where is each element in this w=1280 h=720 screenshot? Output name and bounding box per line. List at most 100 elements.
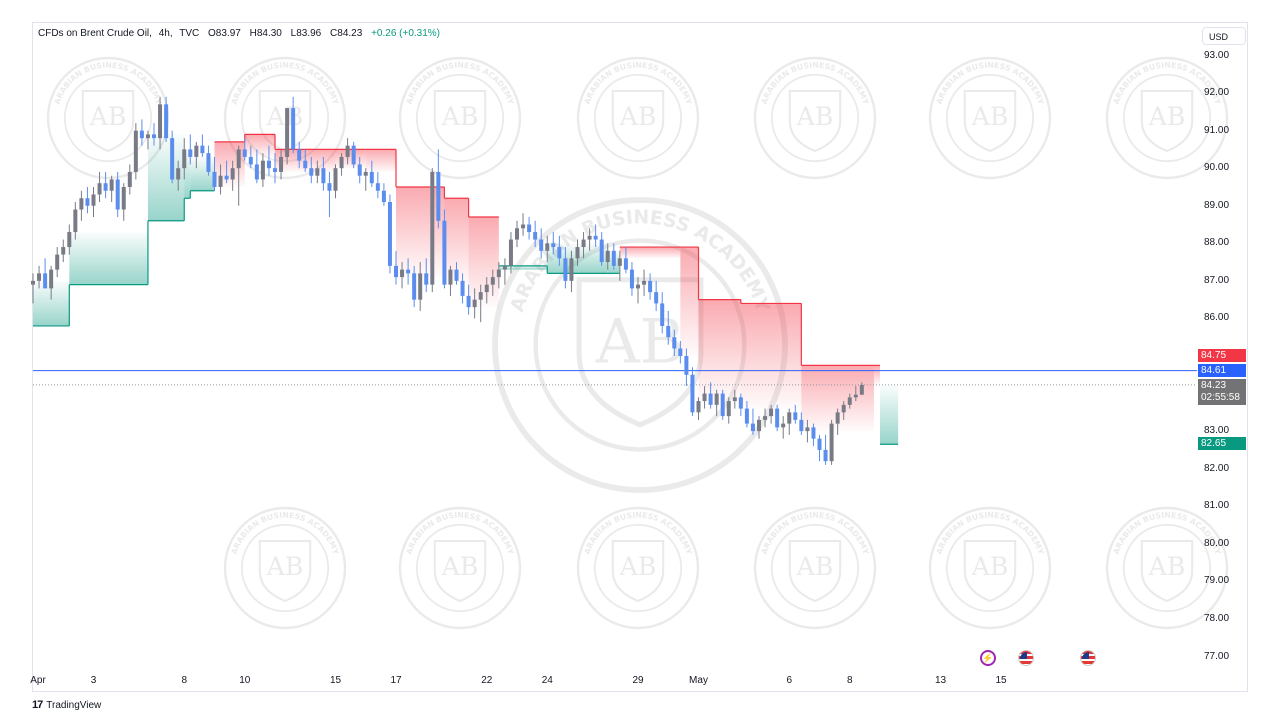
candle-body[interactable] [678,348,683,356]
candle-body[interactable] [31,280,35,285]
candle-body[interactable] [170,138,175,180]
us-flag-icon[interactable] [1080,650,1096,666]
candle-body[interactable] [521,224,526,229]
candle-body[interactable] [775,408,780,428]
candle-body[interactable] [690,374,695,413]
candle-body[interactable] [448,269,453,285]
candle-body[interactable] [672,337,677,349]
candle-body[interactable] [466,295,471,308]
candle-body[interactable] [242,149,247,157]
candle-body[interactable] [684,356,689,375]
candle-body[interactable] [605,250,610,263]
candle-body[interactable] [97,183,102,195]
candle-body[interactable] [387,201,392,266]
candle-body[interactable] [109,179,114,191]
candle-body[interactable] [787,412,792,424]
candle-body[interactable] [164,104,169,139]
candle-body[interactable] [121,186,126,210]
candle-body[interactable] [266,160,271,169]
candle-body[interactable] [757,419,761,432]
candle-body[interactable] [841,404,846,413]
candle-body[interactable] [55,254,60,270]
candle-body[interactable] [472,299,477,308]
candle-body[interactable] [563,258,568,281]
candle-body[interactable] [224,175,229,180]
candle-body[interactable] [793,412,798,420]
candle-body[interactable] [496,269,501,278]
candle-body[interactable] [654,292,659,304]
candle-body[interactable] [551,243,556,248]
candle-body[interactable] [666,325,671,338]
candle-body[interactable] [418,273,423,300]
candle-body[interactable] [61,247,66,255]
candle-body[interactable] [763,416,768,420]
candle-body[interactable] [726,401,731,417]
candle-body[interactable] [738,397,743,409]
candle-body[interactable] [527,224,532,233]
candle-body[interactable] [375,183,380,191]
us-flag-icon[interactable] [1018,650,1034,666]
candle-body[interactable] [557,247,562,259]
candle-body[interactable] [309,168,314,176]
candle-body[interactable] [188,149,193,157]
flash-icon[interactable]: ⚡ [980,650,996,666]
candle-body[interactable] [357,164,362,176]
candle-body[interactable] [37,273,42,281]
candle-body[interactable] [321,168,326,184]
candle-body[interactable] [79,198,84,210]
candle-body[interactable] [484,284,489,293]
candle-body[interactable] [394,265,398,278]
candle-body[interactable] [363,171,368,176]
candle-body[interactable] [339,156,344,169]
candle-body[interactable] [430,171,435,285]
candle-body[interactable] [152,134,156,139]
candle-body[interactable] [91,194,96,206]
candle-body[interactable] [817,438,822,450]
candle-body[interactable] [750,423,755,432]
candle-body[interactable] [176,168,181,180]
candle-body[interactable] [279,156,284,172]
candle-body[interactable] [533,232,538,240]
candle-body[interactable] [642,280,647,285]
candle-body[interactable] [260,160,265,180]
candle-body[interactable] [811,427,816,439]
candle-body[interactable] [599,239,604,263]
candle-body[interactable] [454,269,459,281]
candle-body[interactable] [799,419,804,432]
candle-body[interactable] [702,393,707,402]
candle-body[interactable] [200,145,205,154]
candle-body[interactable] [696,401,701,413]
candle-body[interactable] [139,130,144,139]
candle-body[interactable] [508,239,513,266]
candle-body[interactable] [781,423,786,428]
candle-body[interactable] [315,168,320,176]
candle-body[interactable] [732,397,737,402]
candle-body[interactable] [648,280,653,293]
candle-body[interactable] [623,258,628,270]
candle-body[interactable] [194,145,199,157]
candle-body[interactable] [43,273,48,289]
candle-body[interactable] [381,190,386,202]
candle-body[interactable] [400,269,405,278]
candle-body[interactable] [49,269,54,289]
candle-body[interactable] [460,280,465,296]
candle-body[interactable] [744,408,749,424]
candle-body[interactable] [436,171,441,221]
candle-body[interactable] [85,198,90,206]
candle-body[interactable] [490,277,495,285]
candle-body[interactable] [248,156,253,165]
candle-body[interactable] [835,412,840,424]
candle-body[interactable] [67,232,72,248]
candle-body[interactable] [127,171,132,187]
candle-body[interactable] [617,258,622,266]
candle-body[interactable] [230,168,235,180]
candle-body[interactable] [145,134,150,139]
candle-body[interactable] [424,273,429,285]
candle-body[interactable] [502,265,507,270]
candle-body[interactable] [303,160,308,169]
candle-body[interactable] [575,247,580,259]
candle-body[interactable] [218,175,223,187]
candle-body[interactable] [593,235,598,240]
candle-body[interactable] [327,183,332,191]
